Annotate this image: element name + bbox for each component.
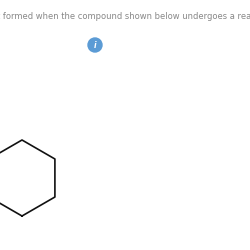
Text: i: i [94,40,96,50]
Circle shape [88,38,102,52]
Text: t formed when the compound shown below undergoes a reaction: t formed when the compound shown below u… [0,12,250,21]
